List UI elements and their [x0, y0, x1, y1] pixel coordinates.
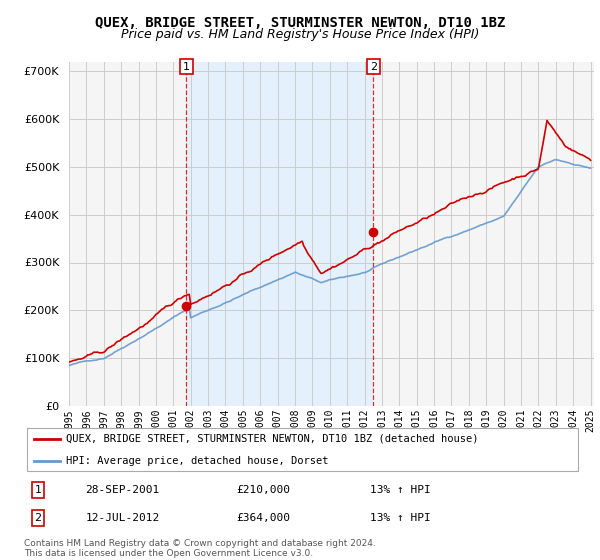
Text: 2: 2	[370, 62, 377, 72]
Text: Price paid vs. HM Land Registry's House Price Index (HPI): Price paid vs. HM Land Registry's House …	[121, 28, 479, 41]
Text: 1: 1	[183, 62, 190, 72]
Text: 12-JUL-2012: 12-JUL-2012	[85, 513, 160, 523]
Text: 2: 2	[34, 513, 41, 523]
FancyBboxPatch shape	[27, 428, 578, 471]
Text: QUEX, BRIDGE STREET, STURMINSTER NEWTON, DT10 1BZ (detached house): QUEX, BRIDGE STREET, STURMINSTER NEWTON,…	[66, 434, 478, 444]
Text: 28-SEP-2001: 28-SEP-2001	[85, 485, 160, 495]
Text: 1: 1	[34, 485, 41, 495]
Text: £364,000: £364,000	[236, 513, 290, 523]
Text: 13% ↑ HPI: 13% ↑ HPI	[370, 485, 431, 495]
Bar	[187, 62, 373, 406]
Text: £210,000: £210,000	[236, 485, 290, 495]
Text: 13% ↑ HPI: 13% ↑ HPI	[370, 513, 431, 523]
Text: HPI: Average price, detached house, Dorset: HPI: Average price, detached house, Dors…	[66, 456, 328, 466]
Text: QUEX, BRIDGE STREET, STURMINSTER NEWTON, DT10 1BZ: QUEX, BRIDGE STREET, STURMINSTER NEWTON,…	[95, 16, 505, 30]
Text: Contains HM Land Registry data © Crown copyright and database right 2024.
This d: Contains HM Land Registry data © Crown c…	[24, 539, 376, 558]
